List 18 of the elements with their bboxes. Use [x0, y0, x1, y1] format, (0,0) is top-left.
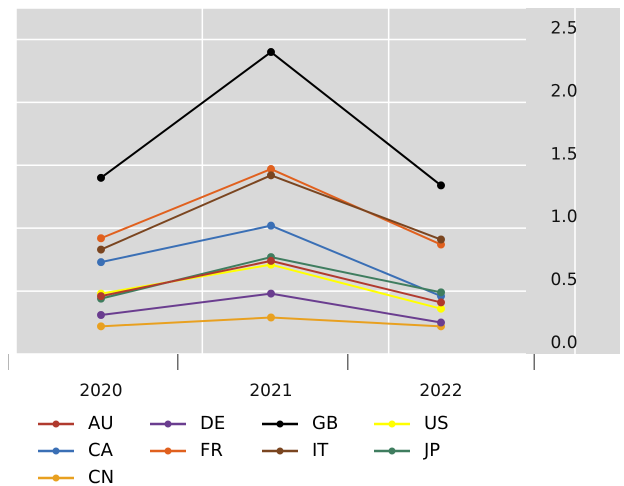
x-tick-label: 2021 — [249, 381, 293, 401]
y-tick-label: 1.0 — [550, 207, 578, 228]
y-tick-label: 0.0 — [550, 333, 578, 353]
legend-label: US — [424, 413, 449, 434]
legend-label: IT — [312, 440, 328, 461]
y-tick-label: 2.0 — [550, 81, 578, 102]
legend-label: CA — [88, 440, 113, 461]
legend-label: DE — [200, 413, 226, 434]
y-tick-label: 0.5 — [550, 270, 578, 290]
legend-label: CN — [88, 467, 114, 486]
x-tick-label: 2020 — [79, 381, 123, 401]
legend-label: GB — [312, 413, 338, 434]
legend-label: AU — [88, 413, 114, 434]
legend-label: FR — [200, 440, 223, 461]
y-tick-label: 2.5 — [550, 18, 578, 38]
x-tick-label: 2022 — [419, 381, 463, 401]
y-tick-label: 1.5 — [550, 144, 578, 164]
legend-label: JP — [424, 440, 440, 461]
